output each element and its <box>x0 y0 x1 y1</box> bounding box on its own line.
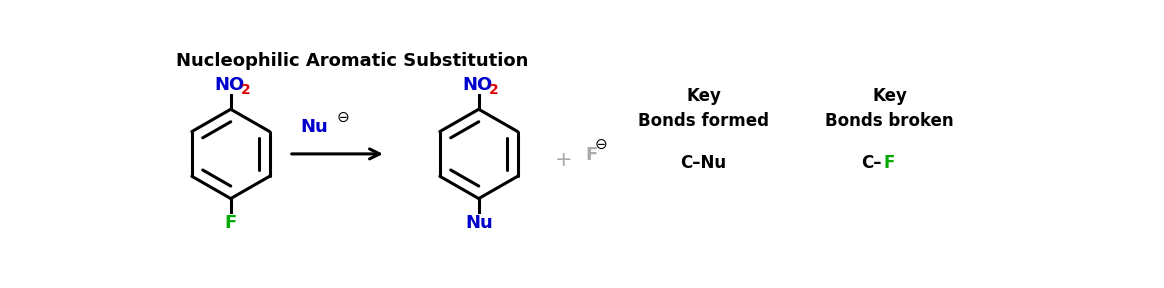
Text: NO: NO <box>462 76 492 94</box>
Text: 2: 2 <box>241 83 250 97</box>
Text: C–: C– <box>861 154 882 172</box>
Text: C–Nu: C–Nu <box>681 154 726 172</box>
Text: F: F <box>225 214 237 232</box>
Text: Nu: Nu <box>300 118 327 136</box>
Text: ⊖: ⊖ <box>595 137 608 151</box>
Text: ⊖: ⊖ <box>336 109 349 124</box>
Text: Key: Key <box>686 87 721 105</box>
Text: Nu: Nu <box>464 214 492 232</box>
Text: +: + <box>555 150 573 170</box>
Text: F: F <box>883 154 895 172</box>
Text: Bonds broken: Bonds broken <box>825 111 953 130</box>
Text: 2: 2 <box>489 83 498 97</box>
Text: Bonds formed: Bonds formed <box>638 111 769 130</box>
Text: Nucleophilic Aromatic Substitution: Nucleophilic Aromatic Substitution <box>177 52 528 69</box>
Text: F: F <box>585 146 598 164</box>
Text: NO: NO <box>214 76 244 94</box>
Text: Key: Key <box>872 87 907 105</box>
